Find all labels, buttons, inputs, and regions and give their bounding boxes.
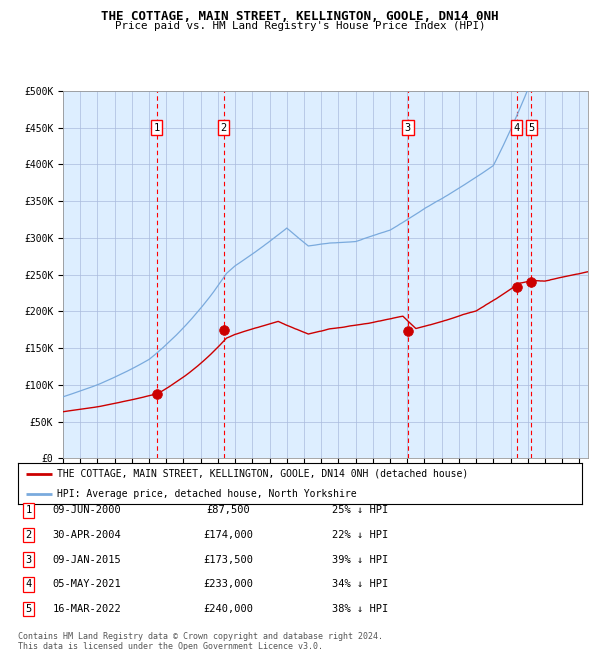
Text: HPI: Average price, detached house, North Yorkshire: HPI: Average price, detached house, Nort… xyxy=(58,489,357,499)
Text: £240,000: £240,000 xyxy=(203,604,253,614)
Text: 22% ↓ HPI: 22% ↓ HPI xyxy=(332,530,388,540)
Text: THE COTTAGE, MAIN STREET, KELLINGTON, GOOLE, DN14 0NH: THE COTTAGE, MAIN STREET, KELLINGTON, GO… xyxy=(101,10,499,23)
Text: £87,500: £87,500 xyxy=(206,505,250,515)
Text: 5: 5 xyxy=(528,123,535,133)
Text: 05-MAY-2021: 05-MAY-2021 xyxy=(53,579,121,590)
Text: £174,000: £174,000 xyxy=(203,530,253,540)
Text: £173,500: £173,500 xyxy=(203,554,253,565)
Text: 39% ↓ HPI: 39% ↓ HPI xyxy=(332,554,388,565)
Text: 2: 2 xyxy=(26,530,32,540)
Text: 4: 4 xyxy=(26,579,32,590)
Text: 2: 2 xyxy=(220,123,227,133)
Text: This data is licensed under the Open Government Licence v3.0.: This data is licensed under the Open Gov… xyxy=(18,642,323,650)
Text: 09-JUN-2000: 09-JUN-2000 xyxy=(53,505,121,515)
Text: 5: 5 xyxy=(26,604,32,614)
Text: £233,000: £233,000 xyxy=(203,579,253,590)
Text: Price paid vs. HM Land Registry's House Price Index (HPI): Price paid vs. HM Land Registry's House … xyxy=(115,21,485,31)
Text: 16-MAR-2022: 16-MAR-2022 xyxy=(53,604,121,614)
Text: 38% ↓ HPI: 38% ↓ HPI xyxy=(332,604,388,614)
Text: 34% ↓ HPI: 34% ↓ HPI xyxy=(332,579,388,590)
Text: THE COTTAGE, MAIN STREET, KELLINGTON, GOOLE, DN14 0NH (detached house): THE COTTAGE, MAIN STREET, KELLINGTON, GO… xyxy=(58,469,469,478)
Text: 25% ↓ HPI: 25% ↓ HPI xyxy=(332,505,388,515)
Text: 3: 3 xyxy=(26,554,32,565)
Text: 30-APR-2004: 30-APR-2004 xyxy=(53,530,121,540)
Text: 4: 4 xyxy=(514,123,520,133)
Text: 1: 1 xyxy=(154,123,160,133)
Text: 09-JAN-2015: 09-JAN-2015 xyxy=(53,554,121,565)
Text: 1: 1 xyxy=(26,505,32,515)
Text: 3: 3 xyxy=(404,123,411,133)
Text: Contains HM Land Registry data © Crown copyright and database right 2024.: Contains HM Land Registry data © Crown c… xyxy=(18,632,383,641)
